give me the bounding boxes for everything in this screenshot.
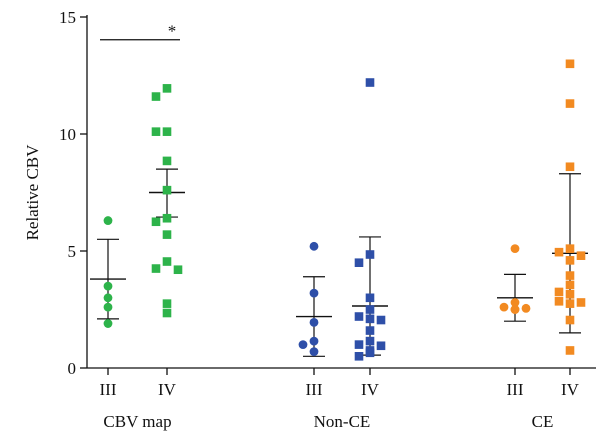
axis-labels: Relative CBV CBV map III IV Non-CE III IV CE III…: [23, 144, 580, 431]
y-tick-label: 0: [68, 359, 77, 378]
data-point: [576, 298, 586, 307]
data-point: [103, 281, 113, 291]
data-point: [365, 293, 375, 303]
data-point: [162, 257, 172, 266]
data-point: [565, 162, 575, 172]
data-point: [103, 302, 113, 312]
data-point: [354, 352, 364, 361]
data-point: [565, 346, 575, 355]
data-point: [510, 244, 520, 254]
data-point: [521, 303, 531, 313]
data-point: [565, 244, 575, 253]
data-point: [565, 315, 575, 325]
x-tick-label: IV: [361, 380, 380, 399]
data-point: [365, 250, 375, 259]
data-point: [103, 216, 113, 225]
data-point: [354, 258, 364, 267]
data-point: [309, 336, 319, 346]
data-point: [151, 264, 161, 273]
x-tick-label: IV: [561, 380, 580, 399]
data-point: [162, 213, 172, 223]
group-label: CBV map: [103, 412, 171, 431]
data-point: [151, 92, 161, 101]
annotations: *: [100, 22, 180, 41]
data-point: [309, 317, 319, 327]
data-point: [565, 256, 575, 265]
data-point: [162, 84, 172, 93]
data-point: [162, 308, 172, 318]
data-point: [376, 341, 386, 351]
data-point: [151, 127, 161, 136]
data-point: [309, 241, 319, 251]
group-label: CE: [532, 412, 554, 431]
x-tick-label: III: [507, 380, 524, 399]
data-point: [565, 99, 575, 108]
data-point: [354, 312, 364, 321]
data-point: [510, 305, 520, 314]
data-point: [162, 127, 172, 136]
data-point: [565, 299, 575, 308]
data-points: [103, 59, 586, 361]
y-tick-label: 15: [59, 8, 76, 27]
data-point: [173, 265, 183, 275]
data-point: [103, 293, 113, 303]
x-tick-label: IV: [158, 380, 177, 399]
significance-marker: *: [168, 22, 177, 41]
x-tick-label: III: [100, 380, 117, 399]
data-point: [554, 297, 564, 306]
data-point: [298, 340, 308, 349]
data-point: [151, 217, 161, 227]
data-point: [365, 336, 375, 346]
y-tick-label: 10: [59, 125, 76, 144]
data-point: [365, 314, 375, 324]
data-point: [365, 326, 375, 335]
data-point: [162, 299, 172, 308]
data-point: [565, 280, 575, 290]
data-point: [565, 289, 575, 299]
x-tick-label: III: [306, 380, 323, 399]
data-point: [565, 59, 575, 69]
data-point: [499, 302, 509, 312]
group-label: Non-CE: [314, 412, 371, 431]
axes: 0 5 10 15: [59, 8, 596, 378]
data-point: [365, 78, 375, 87]
data-point: [354, 340, 364, 349]
y-tick-label: 5: [68, 242, 77, 261]
data-point: [309, 347, 319, 357]
data-point: [554, 287, 564, 297]
data-point: [365, 348, 375, 358]
data-point: [162, 185, 172, 195]
data-point: [376, 315, 386, 325]
data-point: [510, 298, 520, 307]
data-point: [576, 251, 586, 260]
data-point: [365, 305, 375, 314]
data-point: [162, 230, 172, 239]
data-point: [103, 319, 113, 328]
data-point: [309, 288, 319, 298]
data-point: [565, 271, 575, 280]
data-point: [162, 156, 172, 166]
data-point: [554, 247, 564, 257]
y-axis-title: Relative CBV: [23, 144, 42, 241]
